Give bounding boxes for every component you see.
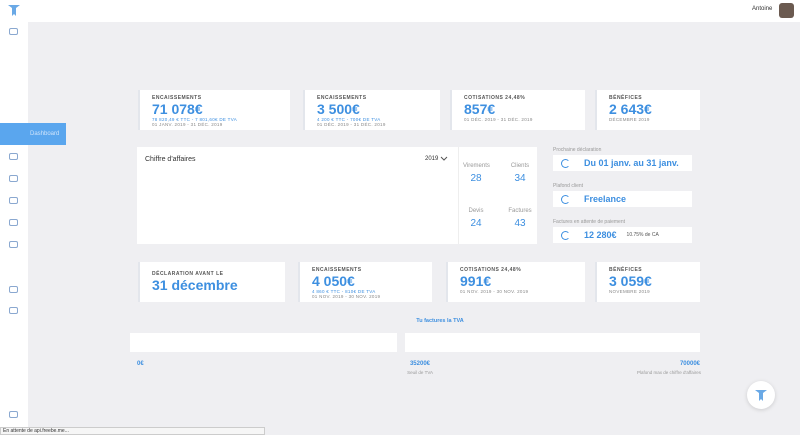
stat-label: Clients bbox=[510, 163, 530, 169]
box-label: Prochaine déclaration bbox=[553, 147, 602, 153]
stat-value: 34 bbox=[514, 173, 526, 184]
box-value: Du 01 janv. au 31 janv. bbox=[584, 158, 679, 168]
card-period: 01 DÉC. 2019 - 31 DÉC. 2019 bbox=[317, 122, 386, 127]
top-bar: Antoine bbox=[0, 0, 800, 22]
box-label: Plafond client bbox=[553, 183, 584, 189]
sidebar bbox=[0, 0, 28, 435]
nav-active[interactable]: Dashboard bbox=[0, 123, 66, 145]
card-value: 2 643€ bbox=[609, 101, 652, 117]
card-value: 71 078€ bbox=[152, 101, 203, 117]
nav-icon[interactable] bbox=[9, 411, 18, 418]
kpi-card: ENCAISSEMENTS 71 078€ 78 820,49 € TTC - … bbox=[138, 90, 290, 130]
box-label: Factures en attente de paiement bbox=[553, 219, 625, 225]
stat-label: Virements bbox=[463, 163, 490, 169]
box-value: Freelance bbox=[584, 194, 627, 204]
vat-title: Tu factures la TVA bbox=[416, 318, 464, 324]
stat-label: Factures bbox=[508, 208, 532, 214]
card-value: 4 050€ bbox=[312, 273, 355, 289]
revenue-panel: Chiffre d'affaires 2019 Virements 28 Cli… bbox=[137, 147, 537, 244]
vat-threshold-label: Seuil de TVA bbox=[407, 370, 433, 375]
logo[interactable] bbox=[7, 3, 21, 17]
nav-icon[interactable] bbox=[9, 28, 18, 35]
card-label: ENCAISSEMENTS bbox=[312, 267, 362, 273]
card-detail: 4 200 € TTC - 700€ DE TVA bbox=[317, 117, 381, 122]
card-value: 31 décembre bbox=[152, 277, 238, 293]
kpi-card: BÉNÉFICES 2 643€ DÉCEMBRE 2019 bbox=[595, 90, 700, 130]
card-label: DÉCLARATION AVANT LE bbox=[152, 271, 224, 277]
card-value: 3 059€ bbox=[609, 273, 652, 289]
vat-start: 0€ bbox=[137, 361, 144, 367]
status-bar: En attente de api.freebe.me... bbox=[0, 427, 265, 435]
info-box: 12 280€ 10.75% de CA bbox=[553, 227, 692, 243]
avatar[interactable] bbox=[779, 3, 794, 18]
card-label: BÉNÉFICES bbox=[609, 267, 643, 273]
stat-value: 28 bbox=[470, 173, 482, 184]
help-logo bbox=[755, 390, 767, 401]
dropdown-arrow[interactable] bbox=[440, 156, 448, 162]
card-label: ENCAISSEMENTS bbox=[152, 95, 202, 101]
nav-icon[interactable] bbox=[9, 197, 18, 204]
card-period: 01 JANV. 2019 - 31 DÉC. 2019 bbox=[152, 122, 223, 127]
card-value: 3 500€ bbox=[317, 101, 360, 117]
card-label: BÉNÉFICES bbox=[609, 95, 643, 101]
vat-max-label: Plafond max de chiffre d'affaires bbox=[637, 370, 701, 375]
user-name: Antoine bbox=[752, 6, 773, 12]
card-period: DÉCEMBRE 2019 bbox=[609, 117, 650, 122]
kpi-card: COTISATIONS 24,48% 857€ 01 DÉC. 2019 - 3… bbox=[450, 90, 585, 130]
nav-icon[interactable] bbox=[9, 241, 18, 248]
help-button[interactable] bbox=[747, 381, 775, 409]
vat-max: 70000€ bbox=[679, 361, 700, 367]
info-box: Freelance bbox=[553, 191, 692, 207]
nav-icon[interactable] bbox=[9, 286, 18, 293]
vat-bar bbox=[405, 333, 700, 352]
card-period: 01 NOV. 2019 - 30 NOV. 2019 bbox=[460, 289, 529, 294]
stat-value: 24 bbox=[470, 218, 482, 229]
kpi-card: ENCAISSEMENTS 3 500€ 4 200 € TTC - 700€ … bbox=[303, 90, 440, 130]
card-label: ENCAISSEMENTS bbox=[317, 95, 367, 101]
divider bbox=[458, 147, 459, 244]
nav-icon[interactable] bbox=[9, 219, 18, 226]
card-label: COTISATIONS 24,48% bbox=[460, 267, 522, 273]
card-value: 857€ bbox=[464, 101, 496, 117]
vat-bar bbox=[130, 333, 397, 352]
card-detail: 4 860 € TTC - 810€ DE TVA bbox=[312, 289, 376, 294]
vat-threshold: 35200€ bbox=[409, 361, 430, 367]
kpi-card: DÉCLARATION AVANT LE 31 décembre bbox=[138, 262, 285, 302]
kpi-card: COTISATIONS 24,48% 991€ 01 NOV. 2019 - 3… bbox=[446, 262, 585, 302]
box-note: 10.75% de CA bbox=[626, 232, 659, 238]
nav-icon[interactable] bbox=[9, 153, 18, 160]
kpi-card: ENCAISSEMENTS 4 050€ 4 860 € TTC - 810€ … bbox=[298, 262, 432, 302]
stat-label: Devis bbox=[468, 208, 484, 214]
panel-title: Chiffre d'affaires bbox=[145, 156, 196, 163]
nav-icon[interactable] bbox=[9, 307, 18, 314]
nav-icon[interactable] bbox=[9, 175, 18, 182]
card-detail: 78 820,49 € TTC - 7 801,60€ DE TVA bbox=[152, 117, 237, 122]
stat-value: 43 bbox=[514, 218, 526, 229]
card-value: 991€ bbox=[460, 273, 492, 289]
card-label: COTISATIONS 24,48% bbox=[464, 95, 526, 101]
info-box: Du 01 janv. au 31 janv. bbox=[553, 155, 692, 171]
box-value: 12 280€ bbox=[584, 230, 617, 240]
card-period: 01 NOV. 2019 - 30 NOV. 2019 bbox=[312, 294, 381, 299]
card-period: 01 DÉC. 2019 - 31 DÉC. 2019 bbox=[464, 117, 533, 122]
year-select[interactable]: 2019 bbox=[425, 156, 439, 162]
card-period: NOVEMBRE 2019 bbox=[609, 289, 650, 294]
kpi-card: BÉNÉFICES 3 059€ NOVEMBRE 2019 bbox=[595, 262, 700, 302]
